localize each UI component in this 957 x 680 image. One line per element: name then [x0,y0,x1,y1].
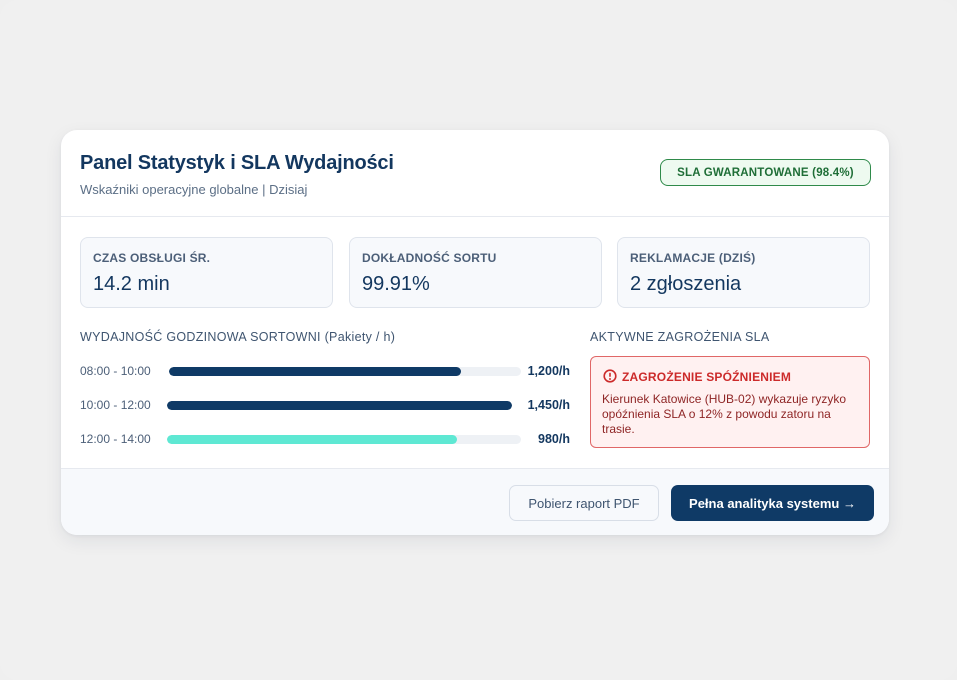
full-analytics-button[interactable]: Pełna analityka systemu → [671,485,874,521]
throughput-value: 1,450/h [527,398,570,412]
kpi-label: CZAS OBSŁUGI ŚR. [93,251,211,265]
throughput-bar-fill [167,435,458,444]
panel-footer: Pobierz raport PDF Pełna analityka syste… [61,468,889,535]
kpi-card-handling-time: CZAS OBSŁUGI ŚR. 14.2 min [80,237,333,308]
throughput-bar-track [169,367,521,376]
throughput-value: 980/h [538,432,570,446]
alert-description: Kierunek Katowice (HUB-02) wykazuje ryzy… [602,392,847,436]
kpi-value: 2 zgłoszenia [630,273,742,295]
time-slot-label: 12:00 - 14:00 [80,432,151,446]
sla-status-badge: SLA GWARANTOWANE (98.4%) [660,159,871,186]
alert-title: ZAGROŻENIE SPÓŹNIENIEM [622,370,792,384]
kpi-value: 14.2 min [93,273,170,295]
panel-header: Panel Statystyk i SLA Wydajności Wskaźni… [61,130,889,217]
time-slot-label: 10:00 - 12:00 [80,398,151,412]
alert-circle-icon [603,369,617,383]
kpi-label: REKLAMACJE (DZIŚ) [630,251,756,265]
throughput-row: 10:00 - 12:00 1,450/h [80,397,570,413]
sla-delay-alert: ZAGROŻENIE SPÓŹNIENIEM Kierunek Katowice… [590,356,870,448]
page-subtitle: Wskaźniki operacyjne globalne | Dzisiaj [80,182,308,197]
kpi-label: DOKŁADNOŚĆ SORTU [362,251,497,265]
throughput-row: 08:00 - 10:00 1,200/h [80,363,570,379]
throughput-row: 12:00 - 14:00 980/h [80,431,570,447]
kpi-value: 99.91% [362,273,430,295]
kpi-card-complaints: REKLAMACJE (DZIŚ) 2 zgłoszenia [617,237,870,308]
page-title: Panel Statystyk i SLA Wydajności [80,152,394,174]
download-pdf-report-button[interactable]: Pobierz raport PDF [509,485,659,521]
sla-threats-section-title: AKTYWNE ZAGROŻENIA SLA [590,330,770,344]
throughput-value: 1,200/h [527,364,570,378]
kpi-card-sort-accuracy: DOKŁADNOŚĆ SORTU 99.91% [349,237,602,308]
throughput-section-title: WYDAJNOŚĆ GODZINOWA SORTOWNI (Pakiety / … [80,330,396,344]
throughput-bar-fill [169,367,462,376]
time-slot-label: 08:00 - 10:00 [80,364,151,378]
stats-panel-card: Panel Statystyk i SLA Wydajności Wskaźni… [61,130,889,535]
throughput-bar-track [167,435,521,444]
throughput-bar-track [167,401,512,410]
throughput-bar-fill [167,401,512,410]
